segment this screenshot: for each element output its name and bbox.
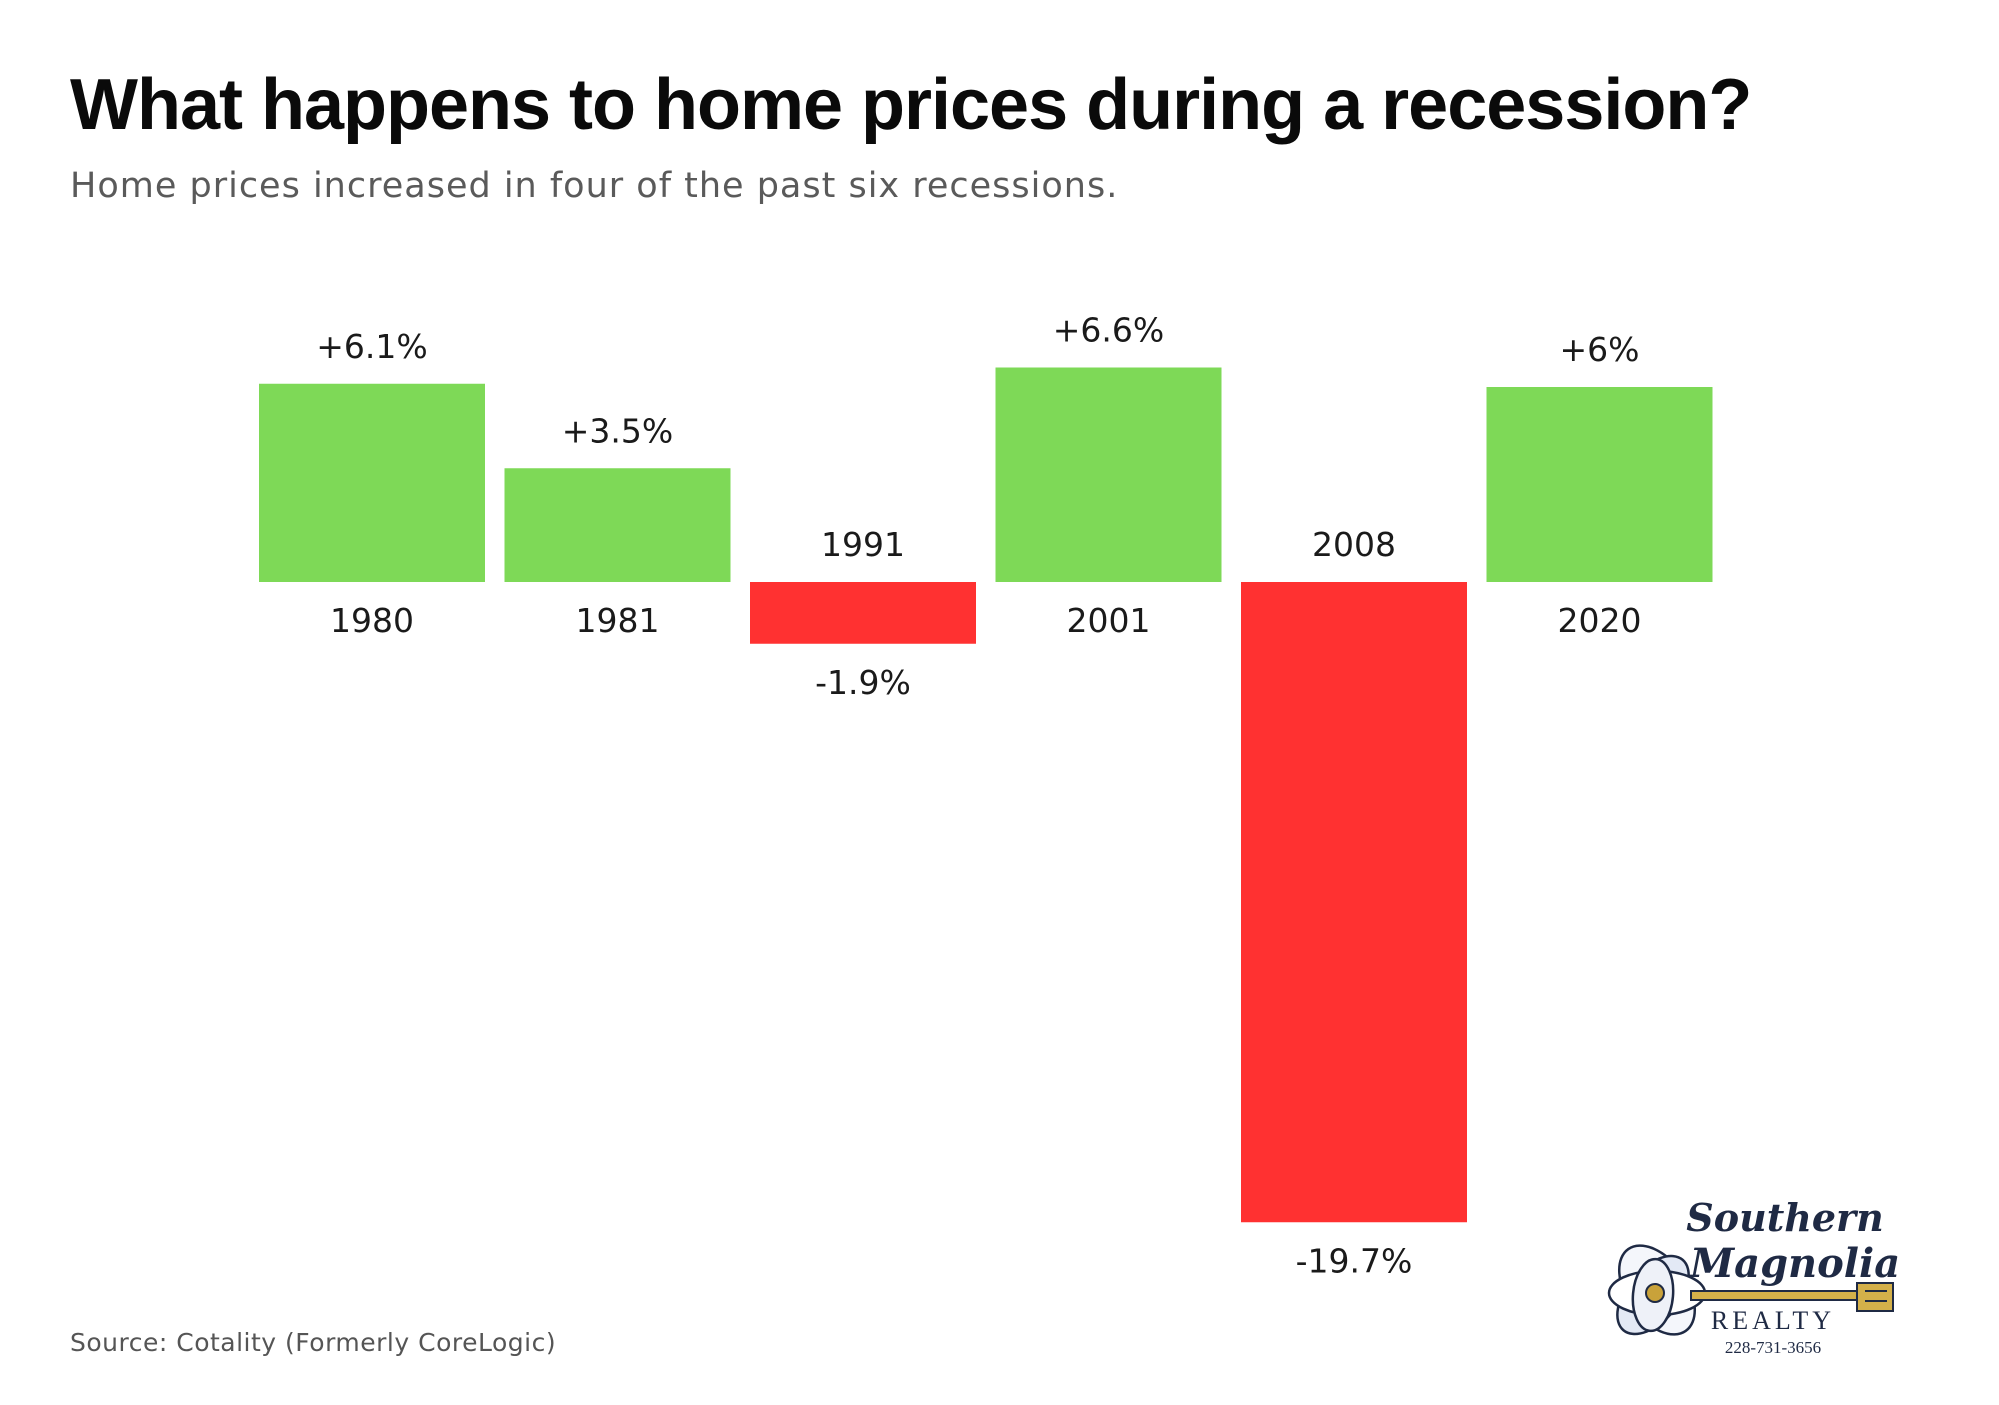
category-label-2001: 2001 [1067, 601, 1151, 640]
logo-line1: Southern [1686, 1195, 1883, 1240]
logo-line3: REALTY [1711, 1306, 1835, 1335]
category-label-2020: 2020 [1558, 601, 1642, 640]
southern-magnolia-realty-logo: Southern Magnolia REALTY 228-731-3656 [1607, 1195, 1900, 1357]
bar-1981 [504, 468, 731, 582]
logo-line2: Magnolia [1688, 1240, 1900, 1287]
bar-1980 [259, 383, 485, 582]
data-label-2020: +6% [1559, 330, 1639, 369]
bar-2008 [1241, 582, 1467, 1223]
data-label-1981: +3.5% [562, 411, 674, 450]
category-label-1980: 1980 [330, 601, 414, 640]
magnolia-flower-icon [1607, 1244, 1707, 1336]
bar-1991 [750, 582, 976, 644]
bar-2001 [995, 367, 1222, 582]
category-label-2008: 2008 [1312, 525, 1396, 564]
logo-phone: 228-731-3656 [1725, 1338, 1821, 1357]
data-label-2001: +6.6% [1053, 311, 1165, 350]
chart-title: What happens to home prices during a rec… [70, 65, 1752, 145]
category-label-1991: 1991 [821, 525, 905, 564]
data-label-2008: -19.7% [1296, 1241, 1413, 1280]
source-note: Source: Cotality (Formerly CoreLogic) [70, 1328, 557, 1357]
category-label-1981: 1981 [576, 601, 660, 640]
chart-subtitle: Home prices increased in four of the pas… [70, 166, 1119, 206]
key-icon [1690, 1282, 1894, 1312]
data-label-1991: -1.9% [815, 663, 911, 702]
bar-2020 [1486, 387, 1713, 582]
data-label-1980: +6.1% [316, 327, 428, 366]
